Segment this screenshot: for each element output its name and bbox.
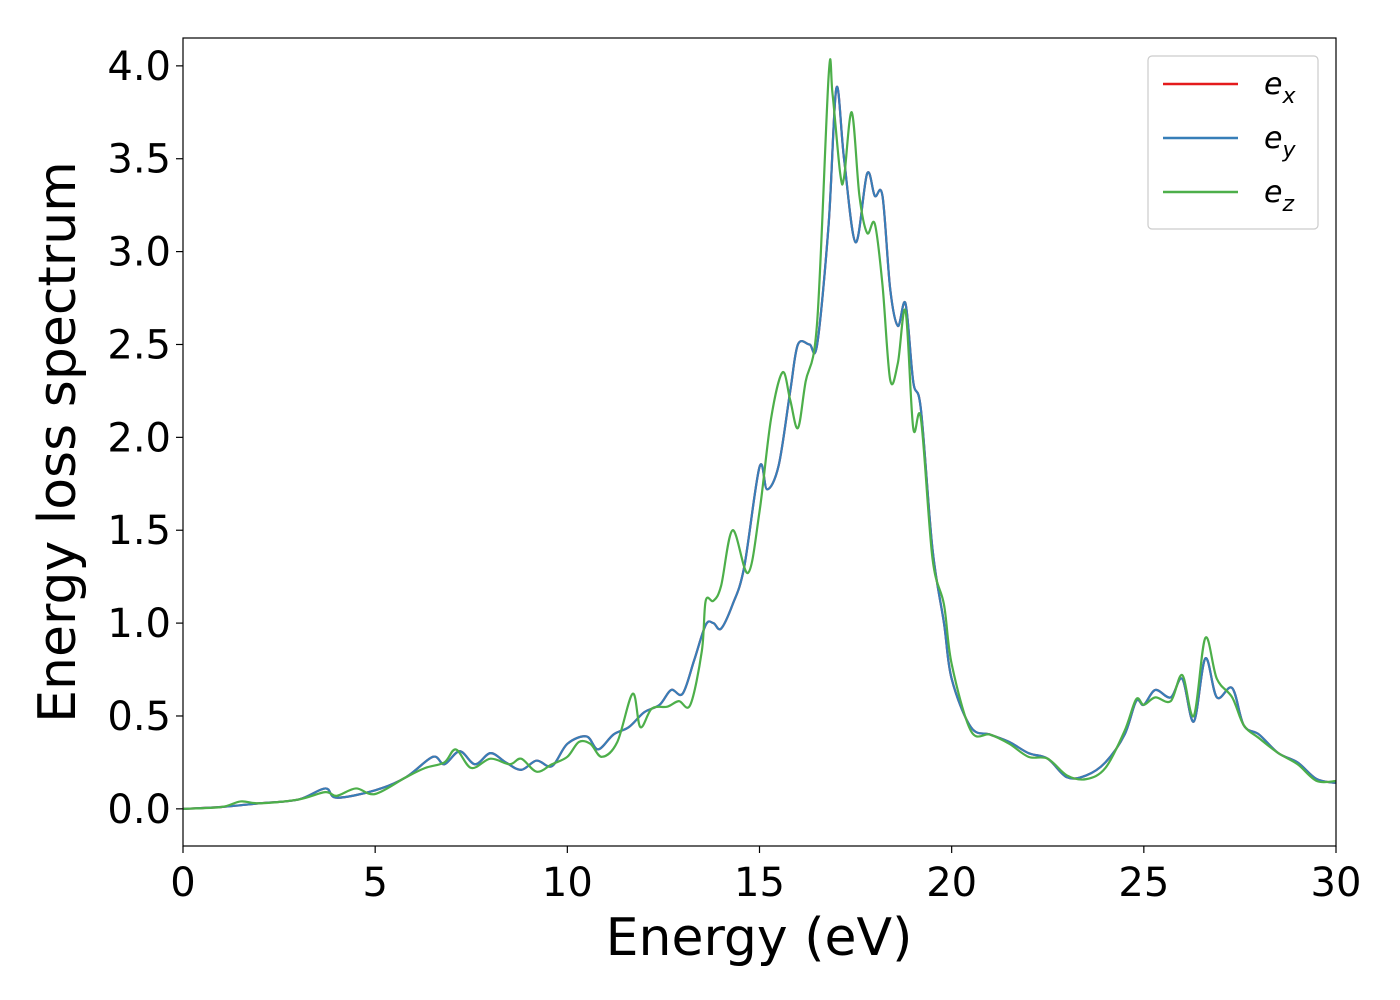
legend-box bbox=[1147, 55, 1319, 230]
x-tick-label: 0 bbox=[170, 860, 195, 906]
y-tick-label: 2.0 bbox=[107, 415, 171, 461]
y-tick-label: 4.0 bbox=[107, 44, 171, 90]
y-tick-label: 0.5 bbox=[107, 694, 171, 740]
legend-label-subscript: z bbox=[1281, 192, 1294, 217]
x-tick-label: 20 bbox=[926, 860, 977, 906]
y-tick-label: 3.0 bbox=[107, 230, 171, 276]
y-tick-label: 1.0 bbox=[107, 601, 171, 647]
legend-label-subscript: x bbox=[1281, 84, 1296, 109]
series-line-ez bbox=[183, 58, 1336, 810]
x-tick-label: 15 bbox=[734, 860, 785, 906]
y-tick-label: 2.5 bbox=[107, 322, 171, 368]
y-tick-label: 0.0 bbox=[107, 787, 171, 833]
y-tick-label: 3.5 bbox=[107, 137, 171, 183]
legend-label-subscript: y bbox=[1281, 138, 1296, 163]
x-axis: 0 5 10 15 20 25 30 bbox=[170, 846, 1361, 906]
y-tick-label: 1.5 bbox=[107, 508, 171, 554]
y-axis-label: Energy loss spectrum bbox=[28, 161, 88, 723]
series-layer bbox=[183, 58, 1336, 810]
y-axis: 0.0 0.5 1.0 1.5 2.0 2.5 3.0 3.5 4.0 bbox=[107, 44, 183, 833]
x-tick-label: 5 bbox=[362, 860, 387, 906]
x-tick-label: 25 bbox=[1118, 860, 1169, 906]
x-tick-label: 10 bbox=[542, 860, 593, 906]
x-tick-label: 30 bbox=[1311, 860, 1362, 906]
x-axis-label: Energy (eV) bbox=[606, 908, 913, 968]
